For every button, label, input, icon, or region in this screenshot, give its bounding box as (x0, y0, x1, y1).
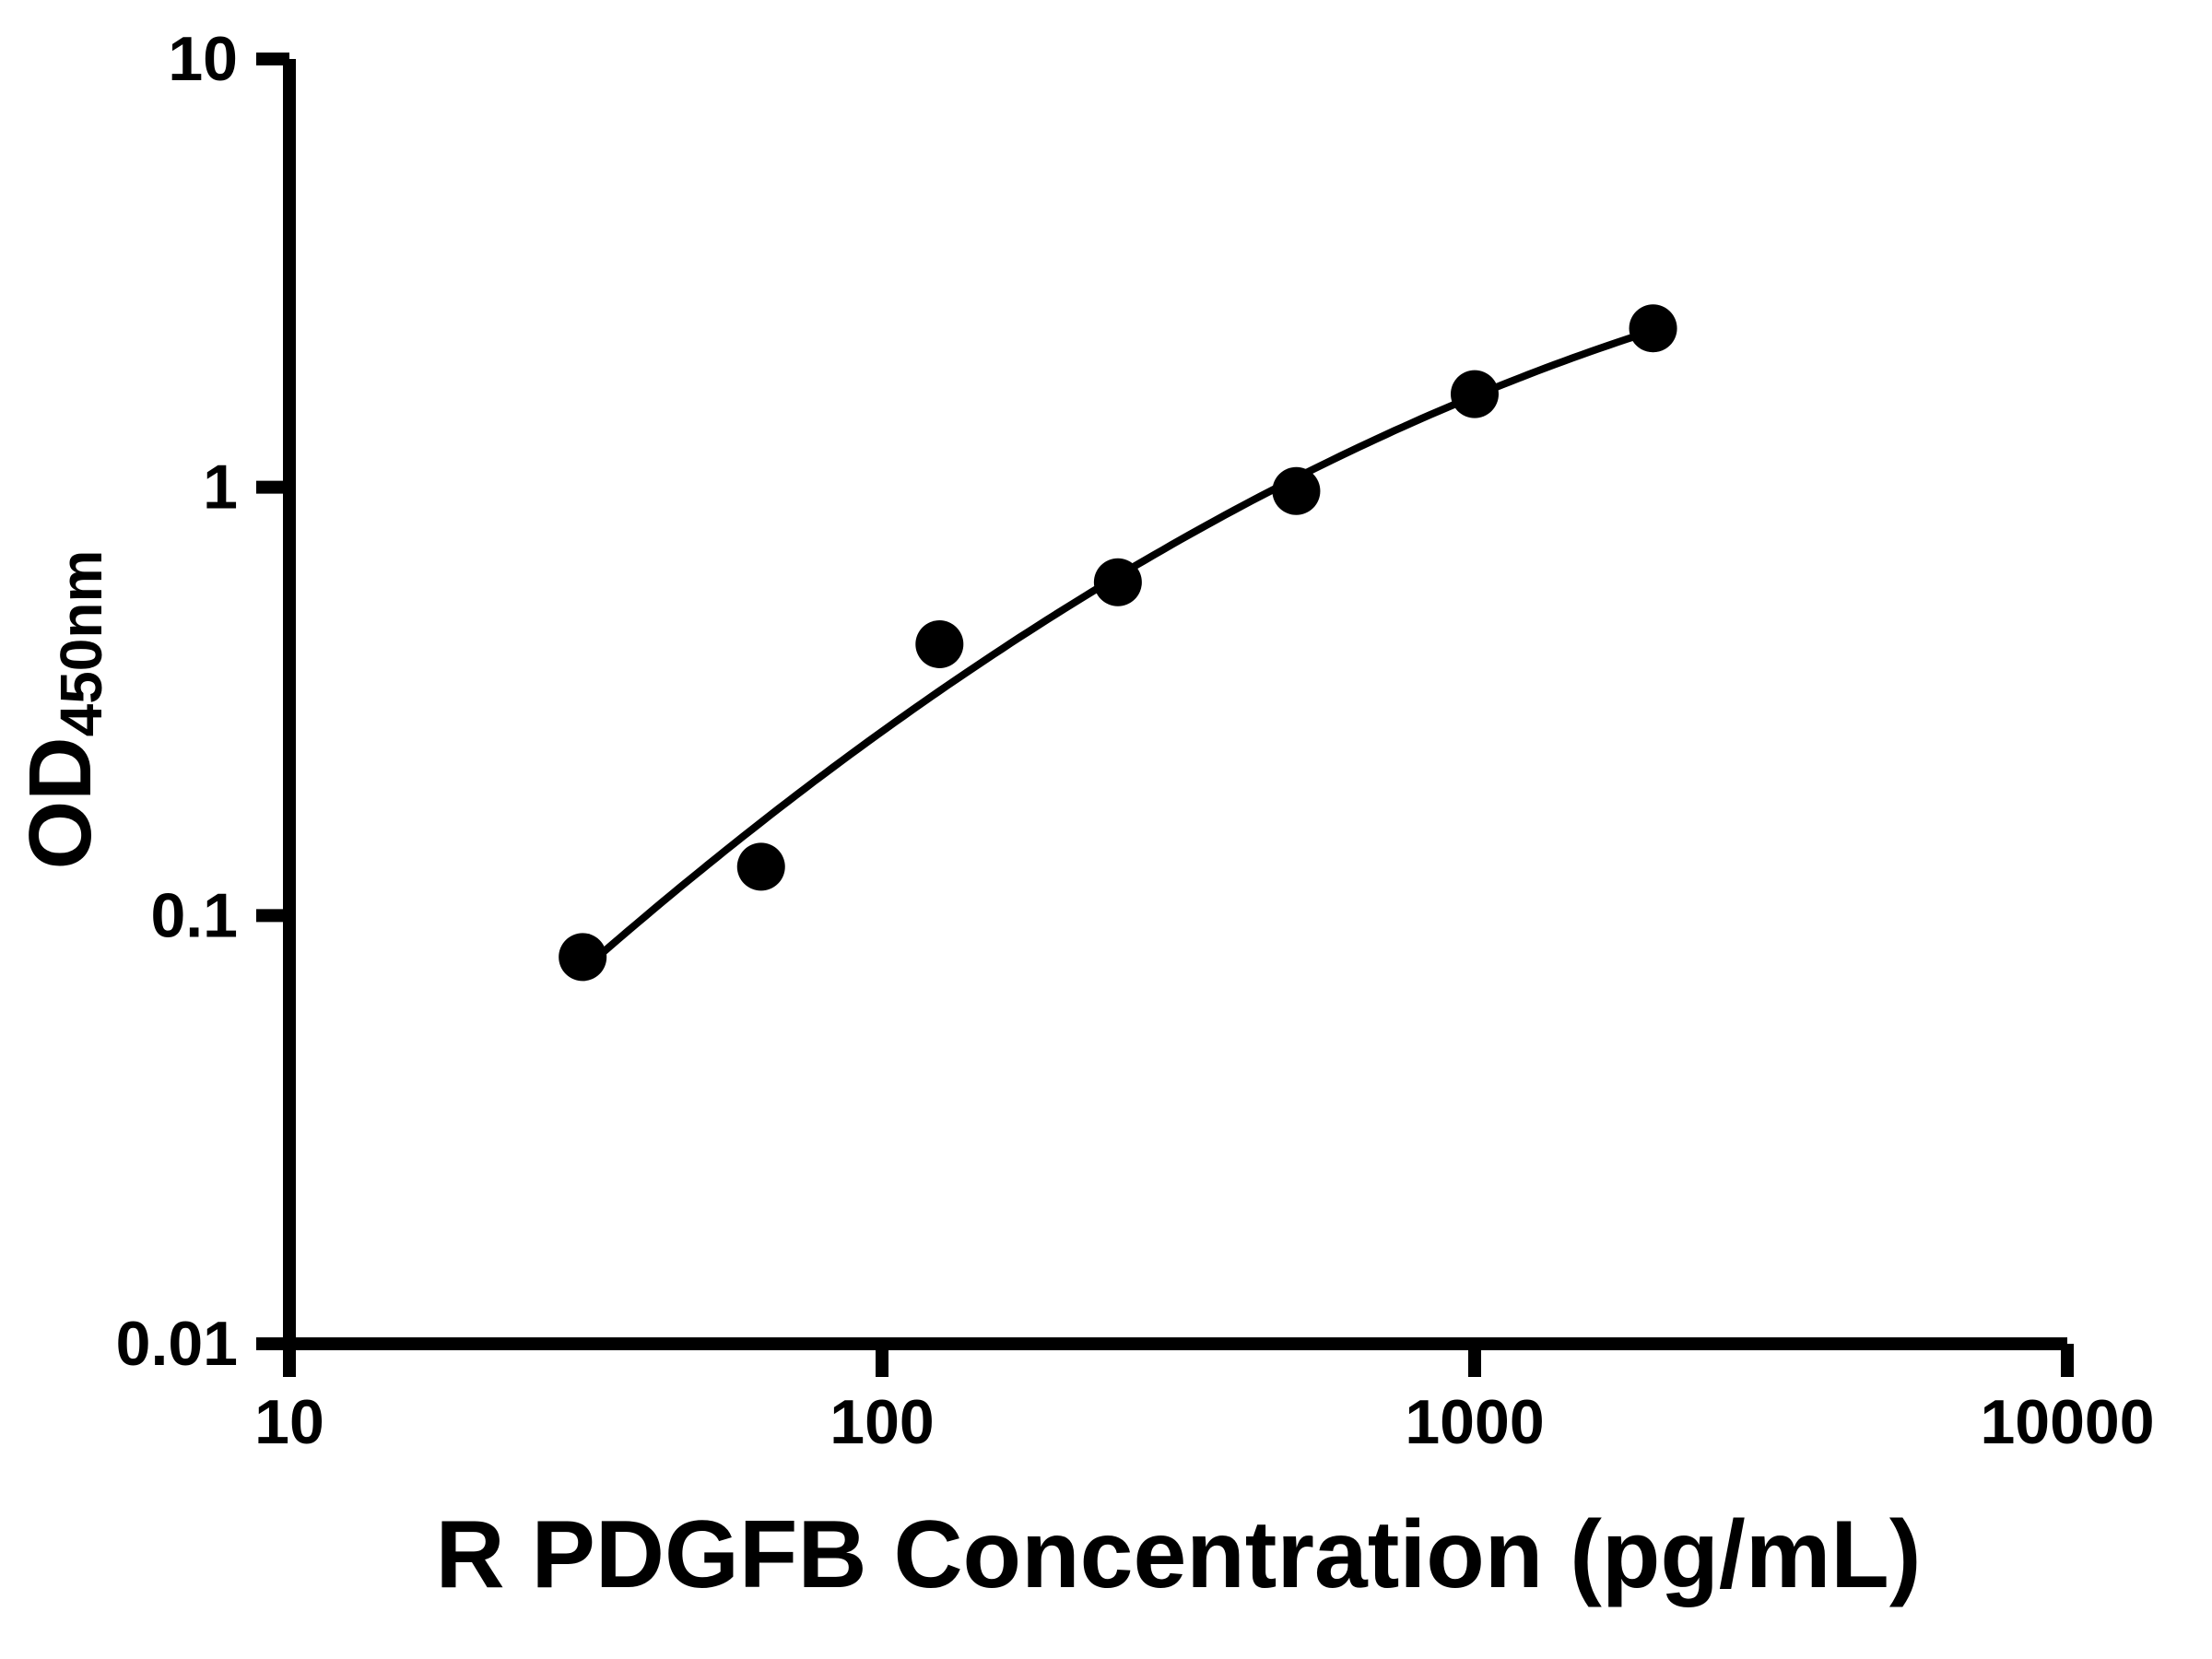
x-axis-title: R PDGFB Concentration (pg/mL) (436, 1501, 1922, 1608)
data-point (915, 619, 964, 668)
data-point (1272, 466, 1321, 515)
data-point (559, 933, 607, 982)
x-tick-label-1000: 1000 (1405, 1387, 1544, 1457)
data-point (1451, 370, 1499, 418)
x-tick-label-10000: 10000 (1980, 1387, 2154, 1457)
x-tick-label-10: 10 (254, 1387, 324, 1457)
y-tick-label-1: 1 (203, 453, 238, 523)
data-point (1093, 558, 1142, 606)
axes (283, 59, 2067, 1350)
data-point (1629, 304, 1677, 353)
x-tick-label-100: 100 (830, 1387, 934, 1457)
y-axis-title-subscript: 450nm (48, 550, 114, 737)
y-tick-label-0.1: 0.1 (150, 880, 238, 950)
data-point (736, 842, 785, 891)
y-axis-title: OD450nm (11, 550, 114, 870)
y-tick-label-0.01: 0.01 (116, 1309, 238, 1379)
y-tick-label-10: 10 (168, 24, 238, 94)
y-axis-title-main: OD (11, 736, 110, 869)
